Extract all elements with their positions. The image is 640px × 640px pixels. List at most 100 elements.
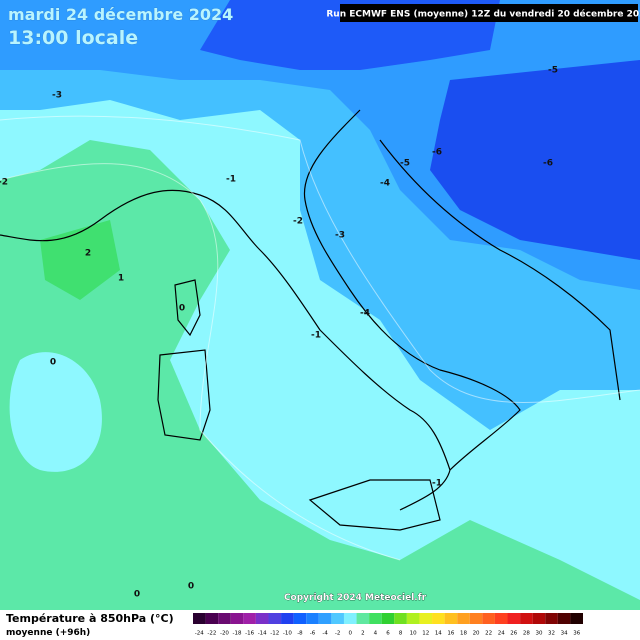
scale-label: 22 (485, 631, 492, 637)
contour-label: 0 (134, 590, 140, 600)
scale-swatch (406, 613, 420, 624)
scale-swatch (205, 613, 219, 624)
scale-label: 0 (349, 631, 353, 637)
map: -3 -5 -6 -6 -5 -4 -1 -2 -3 2 1 0 -4 -1 0 -1 0 0 -2 (0, 0, 640, 610)
contour-label: -2 (0, 178, 8, 188)
contour-label: -3 (335, 231, 345, 241)
contour-label: 0 (179, 304, 185, 314)
scale-label: -16 (245, 631, 254, 637)
scale-swatch (318, 613, 332, 624)
scale-swatch (532, 613, 546, 624)
scale-swatch (570, 613, 583, 624)
contour-label: -1 (432, 479, 442, 489)
scale-label: 24 (498, 631, 505, 637)
scale-label: -6 (310, 631, 316, 637)
contour-label: -2 (293, 217, 303, 227)
contour-label: -1 (226, 175, 236, 185)
scale-swatch (243, 613, 256, 624)
scale-label: 34 (561, 631, 568, 637)
scale-label: -22 (207, 631, 216, 637)
scale-swatch (545, 613, 558, 624)
contour-label: -6 (543, 159, 553, 169)
scale-swatch (494, 613, 508, 624)
scale-label: -10 (283, 631, 292, 637)
scale-label: 18 (460, 631, 467, 637)
scale-swatch (520, 613, 533, 624)
scale-swatch (432, 613, 445, 624)
contour-label: 0 (188, 582, 194, 592)
local-time: 13:00 locale (8, 27, 138, 49)
scale-swatch (306, 613, 319, 624)
scale-swatch (331, 613, 344, 624)
date: mardi 24 décembre 2024 (8, 5, 233, 24)
scale-label: -14 (258, 631, 267, 637)
scale-swatch (381, 613, 395, 624)
isotherm (0, 163, 401, 561)
scale-label: 26 (510, 631, 517, 637)
scale-swatch (444, 613, 458, 624)
scale-label: 36 (573, 631, 580, 637)
legend-title: Température à 850hPa (°C) (6, 612, 174, 625)
scale-swatch (469, 613, 483, 624)
scale-label: 8 (399, 631, 403, 637)
scale-swatch (293, 613, 307, 624)
contour-labels: -3 -5 -6 -6 -5 -4 -1 -2 -3 2 1 0 -4 -1 0 -1 0 0 -2 (0, 66, 558, 600)
coast-east (379, 139, 621, 401)
scale-label: 6 (386, 631, 390, 637)
coast (0, 109, 521, 511)
scale-label: -24 (195, 631, 204, 637)
scale-swatch (356, 613, 370, 624)
scale-label: 20 (473, 631, 480, 637)
scale-swatch (369, 613, 382, 624)
contour-label: -1 (311, 331, 321, 341)
scale-swatch (419, 613, 433, 624)
scale-label: 12 (422, 631, 429, 637)
scale-label: 28 (523, 631, 530, 637)
scale-label: 32 (548, 631, 555, 637)
isotherms (0, 115, 640, 561)
scale-label: 2 (361, 631, 365, 637)
scale-swatch (343, 613, 357, 624)
zone-green-2 (40, 220, 120, 300)
scale-label: 4 (374, 631, 378, 637)
contour-label: -5 (548, 66, 558, 76)
corsica (174, 279, 201, 337)
scale-swatch (230, 613, 244, 624)
scale-swatch (218, 613, 231, 624)
scale-label: -20 (220, 631, 229, 637)
scale-swatch (457, 613, 470, 624)
contour-label: 2 (85, 249, 91, 259)
scale-label: -18 (233, 631, 242, 637)
scale-swatch (193, 613, 206, 624)
scale-swatch (268, 613, 282, 624)
contour-label: -3 (52, 91, 62, 101)
color-scale: -24 -22 -20 -18 -16 -14 -12 -10 -8 -6 -4 -2 0 2 4 6 8 10 1… (193, 613, 583, 637)
isotherm (0, 115, 640, 403)
contour-label: 0 (50, 358, 56, 368)
scale-label: 16 (447, 631, 454, 637)
scale-swatch (557, 613, 571, 624)
zone-deep-2 (430, 60, 640, 260)
contour-label: -4 (380, 179, 390, 189)
run-info: Run ECMWF ENS (moyenne) 12Z du vendredi … (326, 9, 640, 20)
scale-swatch (281, 613, 294, 624)
run-box (340, 4, 638, 22)
scale-swatch (394, 613, 407, 624)
scale-label: 30 (535, 631, 542, 637)
coastlines (0, 109, 621, 531)
scale-swatch (482, 613, 495, 624)
scale-label: 14 (435, 631, 442, 637)
contour-label: -5 (400, 159, 410, 169)
copyright: Copyright 2024 Meteociel.fr (284, 593, 427, 603)
scale-label: -2 (335, 631, 340, 637)
scale-label: -4 (322, 631, 328, 637)
legend-subtitle: moyenne (+96h) (6, 628, 90, 638)
scale-label: -12 (270, 631, 279, 637)
scale-label: 10 (410, 631, 417, 637)
scale-swatch (255, 613, 269, 624)
contour-label: -4 (360, 309, 370, 319)
sicily (308, 479, 441, 531)
scale-label: -8 (297, 631, 303, 637)
scale-swatch (507, 613, 521, 624)
